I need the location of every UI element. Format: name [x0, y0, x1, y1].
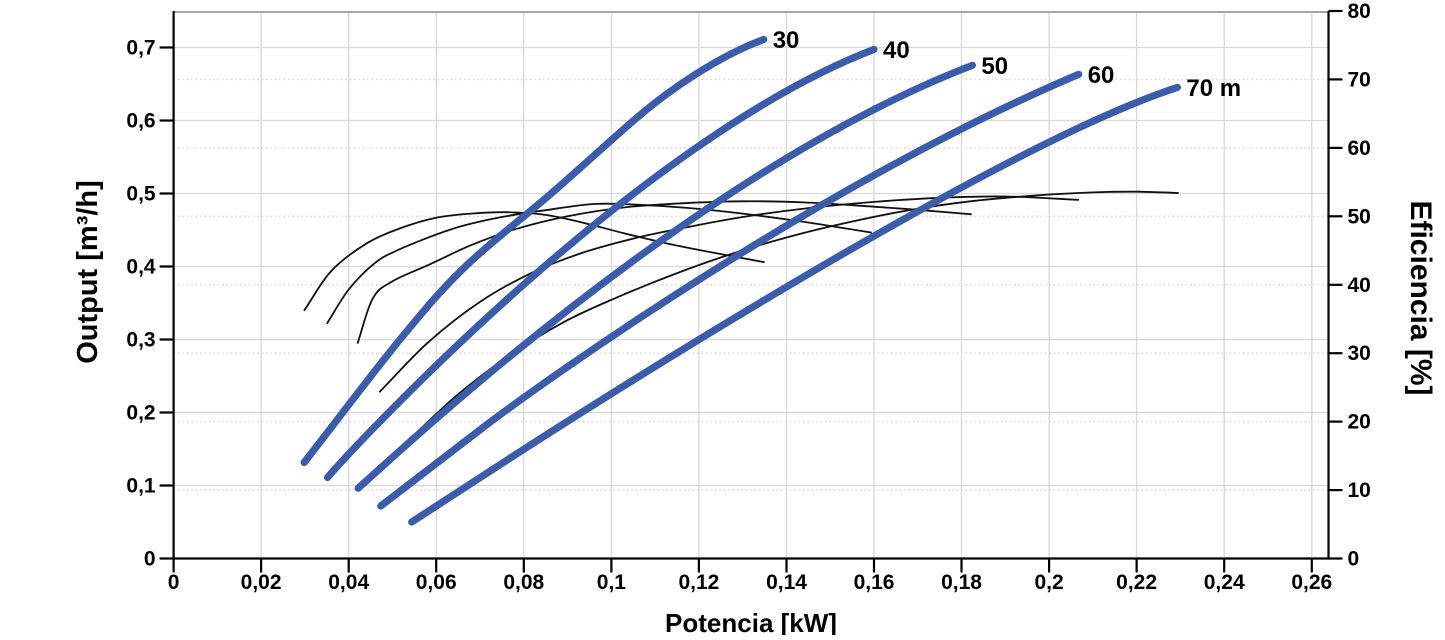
svg-text:20: 20 — [1348, 411, 1371, 434]
svg-text:50: 50 — [981, 53, 1008, 80]
svg-text:Output [m³/h]: Output [m³/h] — [72, 180, 104, 364]
svg-text:0: 0 — [144, 548, 156, 571]
svg-text:0,3: 0,3 — [126, 329, 155, 352]
svg-text:0,18: 0,18 — [941, 571, 982, 594]
svg-text:0,22: 0,22 — [1116, 571, 1157, 594]
svg-text:0,04: 0,04 — [328, 571, 369, 594]
svg-text:0,08: 0,08 — [503, 571, 544, 594]
svg-text:0,2: 0,2 — [1034, 571, 1063, 594]
svg-text:0,7: 0,7 — [126, 37, 155, 60]
svg-text:0,24: 0,24 — [1204, 571, 1245, 594]
svg-text:0,06: 0,06 — [416, 571, 457, 594]
svg-text:0,16: 0,16 — [854, 571, 895, 594]
svg-text:60: 60 — [1348, 137, 1371, 160]
svg-text:50: 50 — [1348, 205, 1371, 228]
svg-text:Potencia [kW]: Potencia [kW] — [665, 608, 837, 635]
svg-text:70: 70 — [1348, 68, 1371, 91]
svg-text:0,4: 0,4 — [126, 256, 156, 279]
svg-text:0,14: 0,14 — [766, 571, 807, 594]
svg-text:0,12: 0,12 — [678, 571, 719, 594]
svg-text:0,5: 0,5 — [126, 183, 156, 206]
svg-text:Eficiencia [%]: Eficiencia [%] — [1404, 200, 1437, 395]
svg-text:80: 80 — [1348, 0, 1371, 23]
svg-text:0,1: 0,1 — [597, 571, 627, 594]
svg-text:0,1: 0,1 — [126, 475, 156, 498]
svg-text:10: 10 — [1348, 479, 1371, 502]
svg-text:60: 60 — [1088, 62, 1115, 89]
svg-text:0: 0 — [1348, 548, 1360, 571]
svg-text:70 m: 70 m — [1186, 75, 1241, 102]
svg-text:0,26: 0,26 — [1291, 571, 1332, 594]
svg-text:30: 30 — [773, 27, 800, 54]
svg-text:0,6: 0,6 — [126, 110, 155, 133]
svg-text:40: 40 — [883, 37, 910, 64]
svg-text:40: 40 — [1348, 274, 1371, 297]
svg-text:0,02: 0,02 — [241, 571, 282, 594]
svg-text:0: 0 — [168, 571, 180, 594]
svg-text:0,2: 0,2 — [126, 402, 155, 425]
svg-text:30: 30 — [1348, 342, 1371, 365]
